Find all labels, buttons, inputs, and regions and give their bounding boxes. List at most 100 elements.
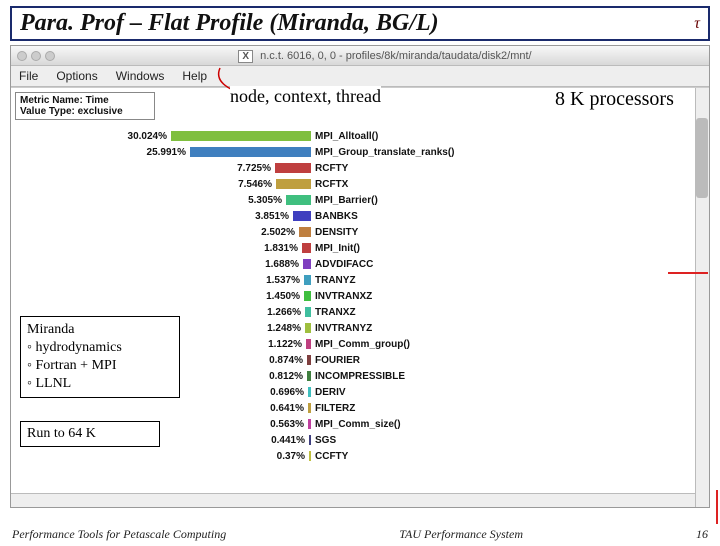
profile-row[interactable]: 30.024% MPI_Alltoall() bbox=[11, 128, 709, 144]
red-line-icon bbox=[716, 490, 718, 524]
row-bar bbox=[309, 451, 311, 461]
row-bar bbox=[304, 275, 311, 285]
row-pct: 1.537% bbox=[11, 275, 304, 286]
row-bar bbox=[293, 211, 311, 221]
profile-row[interactable]: 5.305% MPI_Barrier() bbox=[11, 192, 709, 208]
row-function-name: CCFTY bbox=[315, 451, 348, 462]
annotation-processors: 8 K processors bbox=[555, 88, 674, 111]
horizontal-scrollbar[interactable] bbox=[11, 493, 695, 507]
row-bar bbox=[307, 355, 311, 365]
value-type-label: Value Type: exclusive bbox=[20, 106, 150, 117]
row-function-name: RCFTY bbox=[315, 163, 348, 174]
row-bar bbox=[309, 435, 311, 445]
row-pct: 30.024% bbox=[11, 131, 171, 142]
row-function-name: SGS bbox=[315, 435, 336, 446]
close-icon[interactable] bbox=[17, 51, 27, 61]
row-function-name: FOURIER bbox=[315, 355, 360, 366]
row-bar bbox=[303, 259, 311, 269]
row-bar bbox=[299, 227, 311, 237]
metric-info-box: Metric Name: Time Value Type: exclusive bbox=[15, 92, 155, 120]
row-pct: 25.991% bbox=[11, 147, 190, 158]
profile-row[interactable]: 1.831% MPI_Init() bbox=[11, 240, 709, 256]
zoom-icon[interactable] bbox=[45, 51, 55, 61]
row-pct: 7.725% bbox=[11, 163, 275, 174]
row-bar bbox=[286, 195, 311, 205]
row-bar bbox=[305, 323, 311, 333]
row-pct: 7.546% bbox=[11, 179, 276, 190]
row-function-name: INCOMPRESSIBLE bbox=[315, 371, 405, 382]
window-title: X n.c.t. 6016, 0, 0 - profiles/8k/mirand… bbox=[61, 50, 709, 62]
menubar: File Options Windows Help bbox=[11, 66, 709, 87]
row-pct: 1.450% bbox=[11, 291, 304, 302]
row-function-name: MPI_Comm_group() bbox=[315, 339, 410, 350]
row-bar bbox=[308, 419, 311, 429]
row-bar bbox=[305, 307, 311, 317]
miranda-bullet-1: hydrodynamics bbox=[27, 339, 173, 357]
profile-row[interactable]: 7.725% RCFTY bbox=[11, 160, 709, 176]
profile-row[interactable]: 0.641%FILTERZ bbox=[11, 400, 709, 416]
row-bar bbox=[302, 243, 311, 253]
miranda-bullet-2: Fortran + MPI bbox=[27, 357, 173, 375]
menu-options[interactable]: Options bbox=[56, 69, 97, 83]
row-function-name: MPI_Alltoall() bbox=[315, 131, 378, 142]
miranda-bullet-3: LLNL bbox=[27, 375, 173, 393]
minimize-icon[interactable] bbox=[31, 51, 41, 61]
row-bar bbox=[307, 371, 311, 381]
row-bar bbox=[308, 387, 311, 397]
row-function-name: MPI_Init() bbox=[315, 243, 360, 254]
profile-rows: 30.024% MPI_Alltoall() 25.991% MPI_Group_tr… bbox=[11, 88, 709, 464]
slide-title: Para. Prof – Flat Profile (Miranda, BG/L… bbox=[20, 10, 439, 37]
row-bar bbox=[275, 163, 311, 173]
annotation-nct: node, context, thread bbox=[230, 86, 381, 107]
row-function-name: DERIV bbox=[315, 387, 346, 398]
row-pct: 5.305% bbox=[11, 195, 286, 206]
annotation-hline-icon bbox=[668, 272, 708, 274]
miranda-title: Miranda bbox=[27, 321, 173, 339]
tau-icon: τ bbox=[694, 15, 700, 33]
row-pct: 0.641% bbox=[11, 403, 308, 414]
row-pct: 1.831% bbox=[11, 243, 302, 254]
row-bar bbox=[308, 403, 311, 413]
row-bar bbox=[304, 291, 311, 301]
row-pct: 0.37% bbox=[11, 451, 309, 462]
profile-row[interactable]: 25.991% MPI_Group_translate_ranks() bbox=[11, 144, 709, 160]
window-title-text: n.c.t. 6016, 0, 0 - profiles/8k/miranda/… bbox=[260, 50, 531, 62]
row-bar bbox=[171, 131, 311, 141]
profile-row[interactable]: 3.851% BANBKS bbox=[11, 208, 709, 224]
profile-row[interactable]: 1.537% TRANYZ bbox=[11, 272, 709, 288]
menu-file[interactable]: File bbox=[19, 69, 38, 83]
menu-help[interactable]: Help bbox=[182, 69, 207, 83]
row-function-name: TRANYZ bbox=[315, 275, 356, 286]
metric-name-label: Metric Name: Time bbox=[20, 95, 150, 106]
row-bar bbox=[190, 147, 311, 157]
row-function-name: INVTRANYZ bbox=[315, 323, 372, 334]
row-function-name: INVTRANXZ bbox=[315, 291, 372, 302]
vertical-scrollbar[interactable] bbox=[695, 88, 709, 507]
row-bar bbox=[306, 339, 311, 349]
row-function-name: BANBKS bbox=[315, 211, 358, 222]
row-function-name: DENSITY bbox=[315, 227, 358, 238]
profile-row[interactable]: 2.502% DENSITY bbox=[11, 224, 709, 240]
menu-windows[interactable]: Windows bbox=[116, 69, 165, 83]
annotation-run64: Run to 64 K bbox=[20, 421, 160, 447]
row-bar bbox=[276, 179, 311, 189]
row-function-name: MPI_Comm_size() bbox=[315, 419, 401, 430]
row-function-name: TRANXZ bbox=[315, 307, 356, 318]
slide-title-box: Para. Prof – Flat Profile (Miranda, BG/L… bbox=[10, 6, 710, 41]
profile-row[interactable]: 0.37% CCFTY bbox=[11, 448, 709, 464]
profile-row[interactable]: 7.546% RCFTX bbox=[11, 176, 709, 192]
row-function-name: RCFTX bbox=[315, 179, 348, 190]
traffic-lights[interactable] bbox=[11, 51, 61, 61]
annotation-miranda-box: Miranda hydrodynamics Fortran + MPI LLNL bbox=[20, 316, 180, 398]
x11-icon: X bbox=[238, 50, 253, 63]
window-titlebar[interactable]: X n.c.t. 6016, 0, 0 - profiles/8k/mirand… bbox=[11, 46, 709, 66]
profile-row[interactable]: 1.450% INVTRANXZ bbox=[11, 288, 709, 304]
profile-row[interactable]: 1.688% ADVDIFACC bbox=[11, 256, 709, 272]
row-pct: 3.851% bbox=[11, 211, 293, 222]
row-function-name: MPI_Group_translate_ranks() bbox=[315, 147, 455, 158]
row-function-name: MPI_Barrier() bbox=[315, 195, 378, 206]
row-function-name: ADVDIFACC bbox=[315, 259, 373, 270]
scrollbar-thumb[interactable] bbox=[696, 118, 708, 198]
row-pct: 1.688% bbox=[11, 259, 303, 270]
row-pct: 2.502% bbox=[11, 227, 299, 238]
